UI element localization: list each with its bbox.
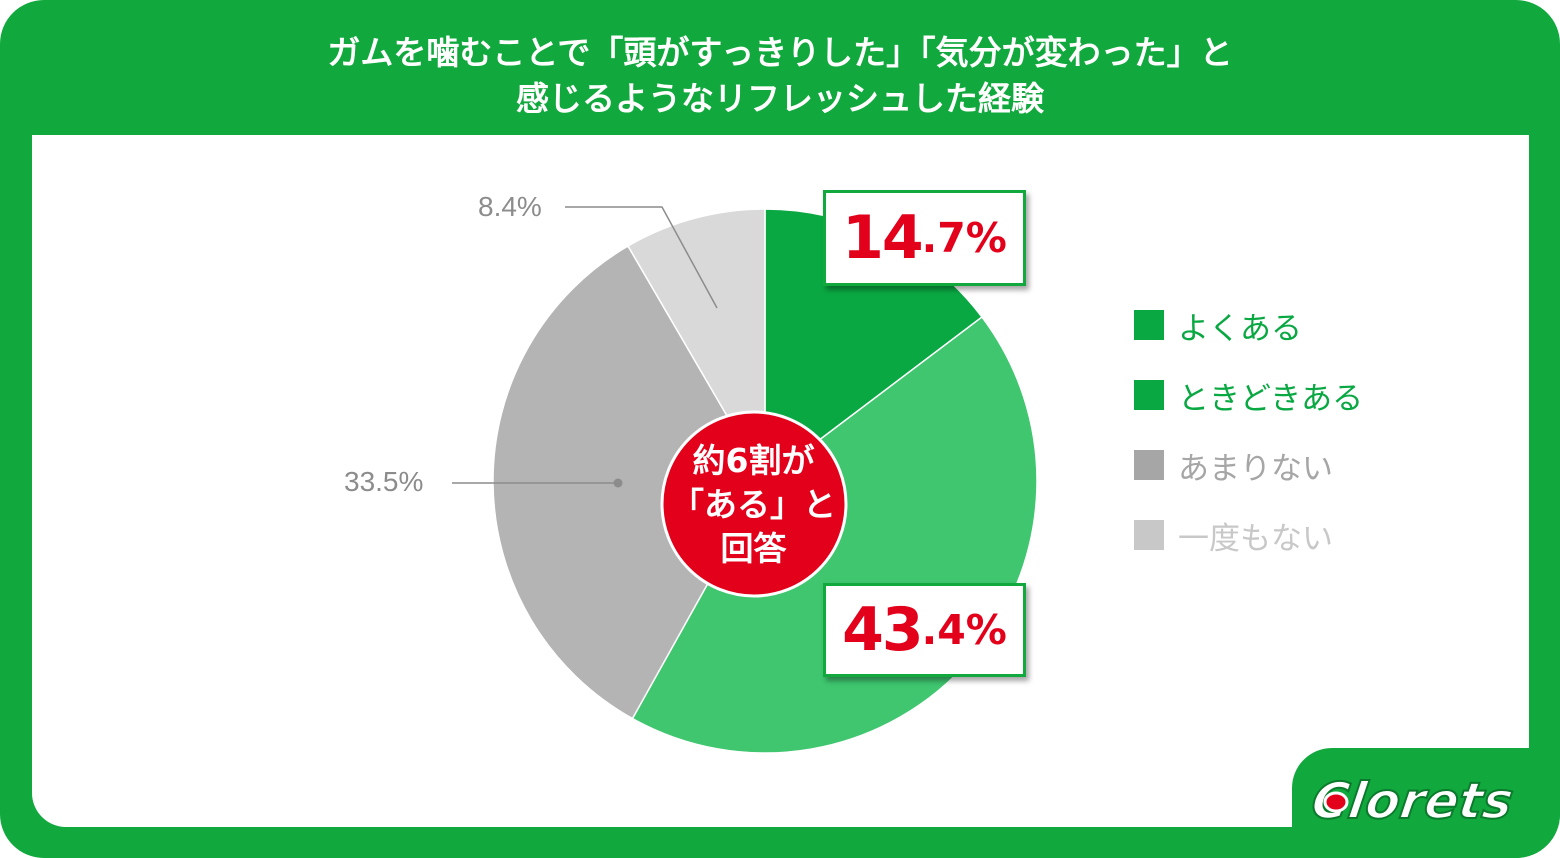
legend-swatch-often: [1134, 310, 1164, 340]
legend-item-often: よくある: [1134, 305, 1363, 347]
callout-sometimes-int: 43: [842, 595, 923, 665]
center-annotation-line2: 「ある」と: [671, 484, 836, 524]
slice-label-rarely: 33.5%: [344, 466, 424, 497]
callout-often: 14.7%: [823, 190, 1026, 286]
legend-item-never: 一度もない: [1134, 515, 1363, 557]
clorets-logo: Clorets: [1310, 770, 1518, 831]
callout-sometimes-dec: .4%: [921, 606, 1007, 654]
leader-lines: [452, 206, 718, 488]
legend: よくある ときどきある あまりない 一度もない: [1134, 305, 1363, 585]
chart-title-line1: ガムを噛むことで「頭がすっきりした」「気分が変わった」と: [327, 33, 1233, 72]
slice-label-never: 8.4%: [478, 191, 542, 222]
leader-dot-rarely: [613, 478, 623, 488]
legend-swatch-never: [1134, 520, 1164, 550]
legend-swatch-sometimes: [1134, 380, 1164, 410]
center-annotation-line1: 約6割が: [692, 440, 815, 480]
callout-often-int: 14: [842, 203, 923, 273]
center-annotation: 約6割が 「ある」と 回答: [662, 413, 845, 596]
legend-label-sometimes: ときどきある: [1178, 380, 1364, 417]
callout-sometimes: 43.4%: [823, 583, 1026, 677]
center-circle: [660, 410, 848, 598]
legend-swatch-rarely: [1134, 450, 1164, 480]
leader-line-never: [565, 206, 718, 309]
legend-item-sometimes: ときどきある: [1134, 375, 1364, 417]
legend-label-rarely: あまりない: [1178, 450, 1333, 487]
legend-item-rarely: あまりない: [1134, 445, 1363, 487]
chart-title-line2: 感じるようなリフレッシュした経験: [516, 79, 1044, 118]
pie-slice-never: [626, 208, 766, 484]
callout-often-dec: .7%: [921, 214, 1007, 262]
legend-label-never: 一度もない: [1178, 520, 1333, 557]
center-annotation-line3: 回答: [720, 528, 787, 568]
chart-title: ガムを噛むことで「頭がすっきりした」「気分が変わった」と 感じるようなリフレッシ…: [0, 30, 1560, 122]
legend-label-often: よくある: [1178, 310, 1302, 347]
logo-red-dot: [1323, 791, 1349, 813]
svg-text:Clorets: Clorets: [1310, 771, 1517, 830]
